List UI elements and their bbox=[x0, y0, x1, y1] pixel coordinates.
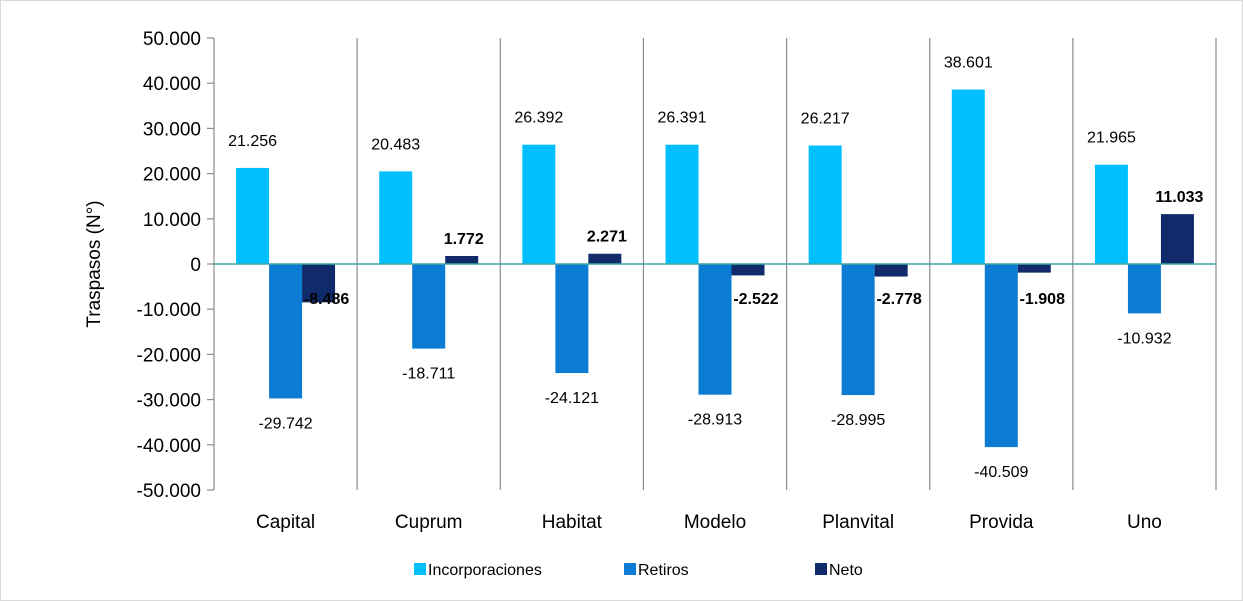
data-label-incorporaciones: 26.392 bbox=[514, 110, 563, 127]
y-tick-label: -30.000 bbox=[137, 391, 201, 412]
data-label-incorporaciones: 20.483 bbox=[371, 136, 420, 153]
y-tick-label: 10.000 bbox=[143, 210, 201, 231]
data-label-retiros: -24.121 bbox=[545, 390, 599, 407]
y-tick-label: 40.000 bbox=[143, 74, 201, 95]
data-label-incorporaciones: 21.965 bbox=[1087, 130, 1136, 147]
bar-retiros-capital bbox=[269, 264, 303, 399]
data-label-neto: 2.271 bbox=[587, 229, 627, 246]
data-label-retiros: -40.509 bbox=[974, 464, 1028, 481]
data-label-retiros: -18.711 bbox=[402, 366, 455, 383]
bar-retiros-cuprum bbox=[412, 264, 446, 349]
x-category-label: Provida bbox=[969, 512, 1034, 533]
x-category-label: Capital bbox=[256, 512, 315, 533]
bar-retiros-planvital bbox=[841, 264, 875, 396]
x-category-label: Uno bbox=[1127, 512, 1162, 533]
data-label-neto: 1.772 bbox=[444, 231, 484, 248]
y-tick-label: -20.000 bbox=[137, 345, 201, 366]
x-category-label: Cuprum bbox=[395, 512, 463, 533]
bar-retiros-modelo bbox=[698, 264, 732, 395]
data-label-retiros: -29.742 bbox=[258, 415, 312, 432]
bar-neto-uno bbox=[1160, 214, 1194, 264]
data-label-neto: -1.908 bbox=[1020, 291, 1065, 308]
data-label-retiros: -28.995 bbox=[831, 412, 885, 429]
bar-incorporaciones-uno bbox=[1094, 164, 1128, 264]
legend-swatch-neto bbox=[815, 563, 827, 575]
y-axis-title: Traspasos (N°) bbox=[84, 200, 105, 327]
bar-retiros-habitat bbox=[555, 264, 589, 374]
y-tick-label: -50.000 bbox=[137, 481, 201, 502]
y-tick-label: -10.000 bbox=[137, 300, 201, 321]
bar-neto-cuprum bbox=[445, 255, 479, 264]
bar-retiros-provida bbox=[984, 264, 1018, 448]
legend-label-neto: Neto bbox=[829, 562, 863, 579]
data-label-incorporaciones: 21.256 bbox=[228, 133, 277, 150]
legend-label-incorporaciones: Incorporaciones bbox=[428, 562, 542, 579]
bar-retiros-uno bbox=[1127, 264, 1161, 314]
y-tick-label: -40.000 bbox=[137, 436, 201, 457]
data-label-retiros: -28.913 bbox=[688, 412, 742, 429]
bar-neto-planvital bbox=[874, 264, 908, 277]
bar-neto-provida bbox=[1017, 264, 1051, 273]
legend-label-retiros: Retiros bbox=[638, 562, 689, 579]
x-category-label: Habitat bbox=[542, 512, 603, 533]
y-tick-label: 0 bbox=[190, 255, 201, 276]
data-label-neto: -2.522 bbox=[733, 291, 778, 308]
y-axis-ticks: 50.000 40.000 30.000 20.000 10.000 0 -10.000 -2… bbox=[137, 29, 214, 502]
bar-incorporaciones-provida bbox=[951, 89, 985, 264]
bar-incorporaciones-planvital bbox=[808, 145, 842, 264]
bar-incorporaciones-capital bbox=[236, 167, 270, 264]
data-label-incorporaciones: 26.391 bbox=[658, 110, 707, 127]
bar-neto-modelo bbox=[731, 264, 765, 276]
bar-neto-capital bbox=[302, 264, 336, 303]
bar-neto-habitat bbox=[588, 253, 622, 264]
data-label-neto: -8.486 bbox=[304, 291, 349, 308]
bar-incorporaciones-cuprum bbox=[379, 171, 413, 264]
legend-swatch-incorporaciones bbox=[414, 563, 426, 575]
y-tick-label: 20.000 bbox=[143, 165, 201, 186]
data-label-incorporaciones: 38.601 bbox=[944, 55, 993, 72]
y-tick-label: 50.000 bbox=[143, 29, 201, 50]
data-label-neto: -2.778 bbox=[876, 291, 921, 308]
data-labels: 21.256 -29.742 -8.486 20.483 -18.711 1.772 26.… bbox=[228, 55, 1203, 482]
y-tick-label: 30.000 bbox=[143, 119, 201, 140]
bar-incorporaciones-modelo bbox=[665, 144, 699, 264]
bars bbox=[236, 89, 1194, 448]
data-label-incorporaciones: 26.217 bbox=[801, 110, 850, 127]
legend-swatch-retiros bbox=[624, 563, 636, 575]
x-category-label: Modelo bbox=[684, 512, 746, 533]
data-label-neto: 11.033 bbox=[1155, 189, 1203, 206]
data-label-retiros: -10.932 bbox=[1117, 330, 1171, 347]
legend: Incorporaciones Retiros Neto bbox=[414, 562, 863, 579]
bar-incorporaciones-habitat bbox=[522, 144, 556, 264]
x-axis-categories: Capital Cuprum Habitat Modelo Planvital Provi… bbox=[256, 512, 1162, 533]
x-category-label: Planvital bbox=[822, 512, 894, 533]
